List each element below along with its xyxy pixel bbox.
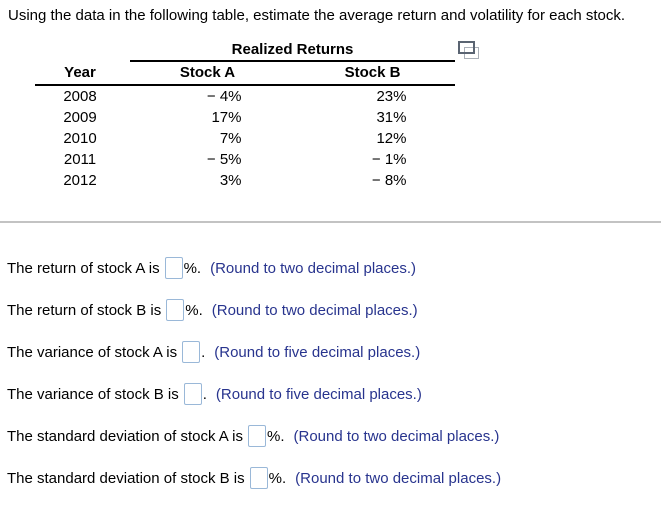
table-group-spacer	[35, 41, 130, 62]
cell-year: 2009	[63, 109, 97, 126]
cell-year: 2011	[63, 151, 97, 168]
table-header-row: Year Stock A Stock B	[35, 62, 455, 86]
statement-label: The variance of stock B is	[7, 385, 179, 403]
statement-label: The standard deviation of stock B is	[7, 469, 245, 487]
rounding-note: (Round to two decimal places.)	[295, 469, 502, 487]
table-group-header: Realized Returns	[130, 41, 455, 62]
cell-stock-a: 17%	[211, 109, 242, 126]
stddev-a-input[interactable]	[247, 425, 266, 447]
statement-label: The standard deviation of stock A is	[7, 427, 243, 445]
statement-suffix: %.	[266, 427, 285, 445]
statement-return-a: The return of stock A is%. (Round to two …	[7, 247, 501, 289]
rounding-note: (Round to two decimal places.)	[210, 259, 417, 277]
popup-table-icon[interactable]	[458, 41, 480, 60]
cell-stock-a: 7%	[219, 130, 242, 147]
statement-stddev-a: The standard deviation of stock A is%. (R…	[7, 415, 501, 457]
cell-stock-a: − 5%	[206, 151, 242, 168]
rounding-note: (Round to two decimal places.)	[211, 301, 418, 319]
statement-variance-b: The variance of stock B is. (Round to fiv…	[7, 373, 501, 415]
return-b-input[interactable]	[166, 299, 185, 321]
statement-label: The variance of stock A is	[7, 343, 178, 361]
rounding-note: (Round to two decimal places.)	[293, 427, 500, 445]
table-row: 2011 − 5% − 1%	[35, 149, 455, 170]
question-text: Using the data in the following table, e…	[8, 7, 626, 24]
table-row: 2008 − 4% 23%	[35, 86, 455, 107]
return-a-input[interactable]	[164, 257, 183, 279]
cell-stock-a: 3%	[219, 172, 242, 189]
column-header-stock-a: Stock A	[179, 64, 236, 81]
statement-label: The return of stock A is	[7, 259, 160, 277]
section-divider	[0, 221, 661, 223]
variance-b-input[interactable]	[183, 383, 202, 405]
statement-suffix: %.	[268, 469, 287, 487]
table-row: 2010 7% 12%	[35, 128, 455, 149]
statement-suffix: %.	[185, 301, 203, 319]
cell-stock-b: 23%	[376, 88, 407, 105]
statement-suffix: %.	[183, 259, 202, 277]
statement-label: The return of stock B is	[7, 301, 162, 319]
column-header-year: Year	[64, 64, 96, 81]
table-row: 2009 17% 31%	[35, 107, 455, 128]
cell-year: 2008	[63, 88, 97, 105]
rounding-note: (Round to five decimal places.)	[215, 385, 422, 403]
cell-year: 2012	[63, 172, 97, 189]
answer-section: The return of stock A is%. (Round to two …	[7, 247, 501, 499]
cell-stock-b: − 8%	[371, 172, 407, 189]
cell-year: 2010	[63, 130, 97, 147]
table-row: 2012 3% − 8%	[35, 170, 455, 191]
table-group-header-row: Realized Returns	[35, 41, 455, 62]
statement-suffix: .	[202, 385, 207, 403]
cell-stock-b: 12%	[376, 130, 407, 147]
stddev-b-input[interactable]	[249, 467, 268, 489]
returns-table: Realized Returns Year Stock A Stock B 20…	[35, 41, 455, 191]
statement-return-b: The return of stock B is%. (Round to two …	[7, 289, 501, 331]
variance-a-input[interactable]	[182, 341, 201, 363]
column-header-stock-b: Stock B	[344, 64, 401, 81]
statement-suffix: .	[201, 343, 206, 361]
cell-stock-b: − 1%	[371, 151, 407, 168]
popup-icon-front-rect	[458, 41, 475, 54]
rounding-note: (Round to five decimal places.)	[214, 343, 421, 361]
cell-stock-a: − 4%	[206, 88, 242, 105]
statement-variance-a: The variance of stock A is. (Round to fiv…	[7, 331, 501, 373]
cell-stock-b: 31%	[376, 109, 407, 126]
statement-stddev-b: The standard deviation of stock B is%. (R…	[7, 457, 501, 499]
